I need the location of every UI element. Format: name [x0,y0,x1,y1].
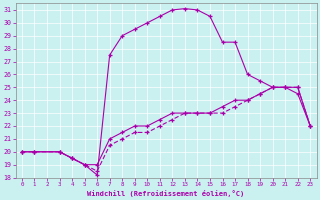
X-axis label: Windchill (Refroidissement éolien,°C): Windchill (Refroidissement éolien,°C) [87,190,245,197]
